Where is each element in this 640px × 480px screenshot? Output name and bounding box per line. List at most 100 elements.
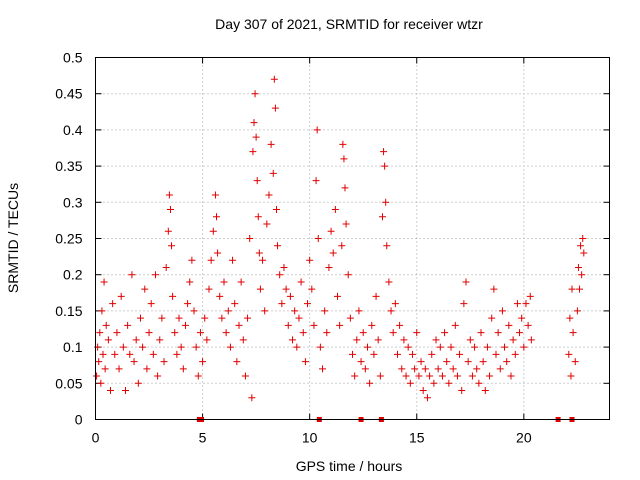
data-point	[464, 358, 472, 366]
data-point	[173, 350, 181, 358]
data-point	[151, 271, 159, 279]
data-point	[477, 329, 485, 337]
data-point	[106, 387, 114, 395]
data-point	[136, 314, 144, 322]
data-point	[413, 329, 421, 337]
data-point	[181, 321, 189, 329]
data-point	[503, 358, 511, 366]
data-point	[368, 321, 376, 329]
data-point	[382, 198, 390, 206]
data-point	[518, 314, 526, 322]
data-point	[336, 321, 344, 329]
data-point	[568, 285, 576, 293]
data-point	[453, 372, 461, 380]
data-point	[473, 365, 481, 373]
data-point	[374, 336, 382, 344]
data-point	[239, 336, 247, 344]
data-point	[526, 292, 534, 300]
data-point	[569, 329, 577, 337]
data-point	[319, 365, 327, 373]
data-point	[289, 336, 297, 344]
data-point	[220, 278, 228, 286]
data-point	[224, 307, 232, 315]
data-point	[567, 372, 575, 380]
data-point	[511, 350, 519, 358]
data-point	[475, 379, 483, 387]
y-tick-label: 0.35	[55, 158, 82, 174]
data-point	[196, 329, 204, 337]
data-point	[233, 358, 241, 366]
data-point	[400, 336, 408, 344]
data-point	[113, 329, 121, 337]
data-point	[578, 271, 586, 279]
data-point	[199, 358, 207, 366]
data-point	[102, 321, 110, 329]
x-tick-label: 0	[92, 430, 100, 446]
data-point	[516, 329, 524, 337]
data-point	[372, 292, 380, 300]
data-point	[109, 300, 117, 308]
data-point	[316, 343, 324, 351]
data-point	[119, 343, 127, 351]
data-point	[190, 307, 198, 315]
data-point	[218, 314, 226, 322]
data-point	[251, 90, 259, 98]
data-point	[327, 227, 335, 235]
data-point	[299, 329, 307, 337]
data-point	[577, 242, 585, 250]
data-point	[579, 235, 587, 242]
data-point	[250, 119, 258, 127]
data-point	[471, 343, 479, 351]
data-point	[139, 343, 147, 351]
data-point	[126, 350, 134, 358]
data-point	[166, 206, 174, 214]
axis-ticks: 0 0.05 0.1 0.15 0.2 0.25 0.3 0.35 0.4 0.45 0.5 0 5 10…	[55, 50, 610, 446]
data-point	[445, 379, 453, 387]
data-point	[339, 140, 347, 148]
y-tick-label: 0.3	[63, 194, 83, 210]
data-point	[235, 321, 243, 329]
data-point	[254, 213, 262, 221]
data-point	[479, 358, 487, 366]
data-point	[272, 206, 280, 214]
data-point	[481, 387, 489, 395]
data-point	[130, 358, 138, 366]
data-point	[201, 314, 209, 322]
data-point	[494, 329, 502, 337]
data-point	[308, 285, 316, 293]
data-point	[341, 184, 349, 192]
data-point	[111, 350, 119, 358]
data-point	[566, 314, 574, 322]
data-point	[492, 350, 500, 358]
data-point	[209, 227, 217, 235]
data-point	[121, 387, 129, 395]
data-point	[141, 285, 149, 293]
data-point	[423, 394, 431, 402]
data-point	[391, 300, 399, 308]
data-point	[229, 256, 237, 264]
data-point	[361, 365, 369, 373]
data-point	[276, 271, 284, 279]
data-point	[207, 256, 215, 264]
data-point	[297, 278, 305, 286]
data-point	[278, 300, 286, 308]
data-point	[101, 365, 109, 373]
data-point	[496, 365, 504, 373]
data-point	[370, 350, 378, 358]
data-point	[381, 162, 389, 170]
data-point	[571, 358, 579, 366]
data-point	[340, 155, 348, 163]
data-point	[248, 394, 256, 402]
data-point	[241, 372, 249, 380]
data-point	[321, 307, 329, 315]
data-point	[323, 329, 331, 337]
data-point	[458, 387, 466, 395]
data-point	[451, 321, 459, 329]
data-point	[237, 278, 245, 286]
data-point	[97, 379, 105, 387]
data-point	[513, 300, 521, 308]
data-point	[95, 358, 103, 366]
data-point	[216, 292, 224, 300]
data-point	[426, 372, 434, 380]
